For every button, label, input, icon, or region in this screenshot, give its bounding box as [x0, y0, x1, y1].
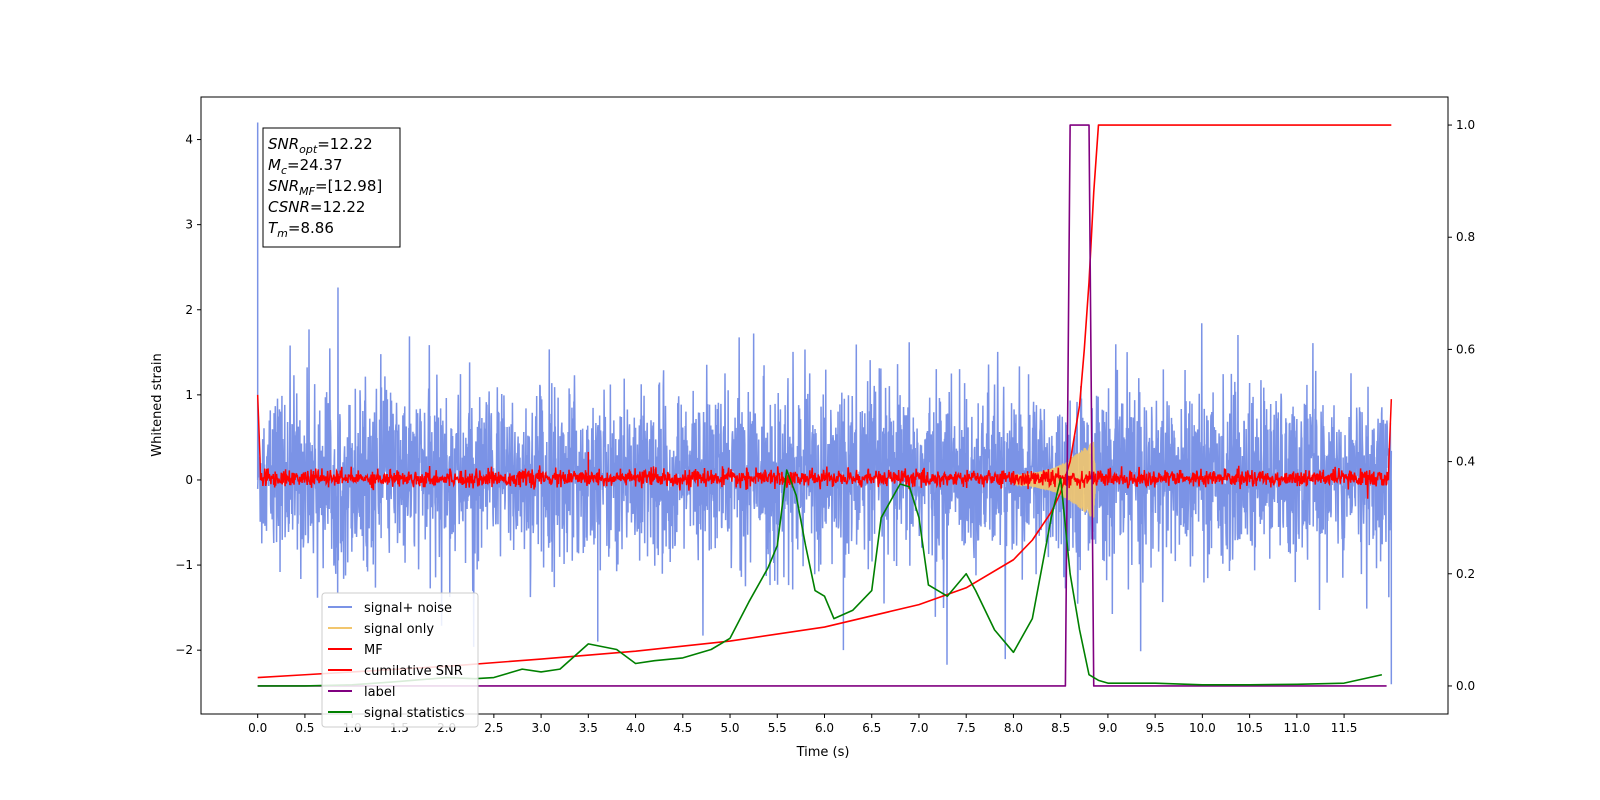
mf-line: [256, 394, 1393, 499]
x-tick-label: 7.5: [957, 721, 976, 735]
x-tick-label: 5.0: [720, 721, 739, 735]
x-tick-label: 9.5: [1146, 721, 1165, 735]
y-tick-label: −1: [175, 558, 193, 572]
annotation-line: SNRMF=[12.98]: [268, 177, 382, 198]
x-axis: 0.0 0.5 1.0 1.5 2.0 2.5 3.0 3.5 4.0 4.5 5.0 5.5 6.0 6…: [248, 714, 1357, 735]
snr-annotation-box: SNRopt=12.22Mc=24.37SNRMF=[12.98]CSNR=12…: [262, 127, 401, 248]
legend: signal+ noise signal only MF cumilative SNR…: [321, 592, 479, 728]
y-tick-label: 2: [185, 303, 193, 317]
y-tick-label: 3: [185, 218, 193, 232]
y-axis-title: Whitened strain: [150, 353, 165, 456]
annotation-frame: [262, 127, 401, 248]
annotation-line: Mc=24.37: [268, 156, 343, 177]
x-tick-label: 4.5: [673, 721, 692, 735]
y2-tick-label: 0.8: [1456, 230, 1475, 244]
y2-tick-label: 1.0: [1456, 118, 1475, 132]
y2-tick-label: 0.2: [1456, 567, 1475, 581]
x-tick-label: 2.5: [484, 721, 503, 735]
y-axis-left: −2 −1 0 1 2 3 4: [175, 133, 201, 657]
x-tick-label: 6.5: [862, 721, 881, 735]
x-tick-label: 9.0: [1098, 721, 1117, 735]
signal-only-line: [1012, 441, 1097, 518]
annotation-line: CSNR=12.22: [268, 198, 365, 216]
x-tick-label: 0.0: [248, 721, 267, 735]
x-tick-label: 10.5: [1236, 721, 1263, 735]
signal-noise-line: [256, 287, 1393, 665]
y-tick-label: 1: [185, 388, 193, 402]
x-tick-label: 8.5: [1051, 721, 1070, 735]
y-axis-right: 0.0 0.2 0.4 0.6 0.8 1.0: [1448, 118, 1475, 693]
annotation-line: SNRopt=12.22: [268, 135, 373, 156]
legend-label: signal statistics: [364, 706, 465, 721]
legend-label: cumilative SNR: [364, 664, 463, 679]
x-tick-label: 6.0: [815, 721, 834, 735]
x-tick-label: 11.0: [1283, 721, 1310, 735]
x-axis-title: Time (s): [796, 745, 850, 760]
x-tick-label: 11.5: [1331, 721, 1358, 735]
annotation-line: Tm=8.86: [268, 219, 334, 240]
y-tick-label: 0: [185, 473, 193, 487]
y2-tick-label: 0.0: [1456, 679, 1475, 693]
legend-label: MF: [364, 643, 383, 658]
signal-statistics-line: [257, 469, 1383, 687]
x-tick-label: 8.0: [1004, 721, 1023, 735]
x-tick-label: 7.0: [909, 721, 928, 735]
label-line: [257, 124, 1387, 687]
y2-tick-label: 0.6: [1456, 342, 1475, 356]
y-tick-label: 4: [185, 133, 193, 147]
x-tick-label: 4.0: [626, 721, 645, 735]
x-tick-label: 10.0: [1189, 721, 1216, 735]
y2-tick-label: 0.4: [1456, 455, 1475, 469]
x-tick-label: 0.5: [295, 721, 314, 735]
y-tick-label: −2: [175, 643, 193, 657]
legend-label: label: [364, 685, 395, 700]
legend-label: signal only: [364, 622, 434, 637]
x-tick-label: 5.5: [768, 721, 787, 735]
x-tick-label: 3.5: [579, 721, 598, 735]
legend-label: signal+ noise: [364, 601, 452, 616]
x-tick-label: 3.0: [532, 721, 551, 735]
legend-frame: [321, 592, 479, 728]
